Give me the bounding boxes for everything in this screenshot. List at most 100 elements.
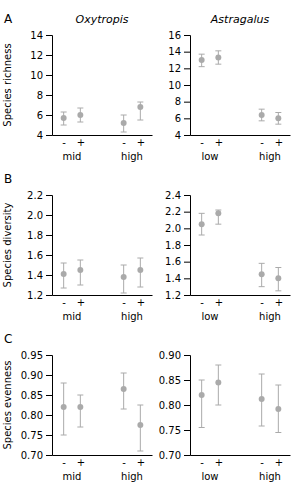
axis-line [191, 455, 291, 456]
error-cap [259, 426, 265, 427]
error-bar [121, 265, 127, 293]
panel-label: A [4, 12, 13, 26]
tick: 1.2 [27, 290, 52, 301]
marks [199, 210, 282, 291]
error-cap [259, 120, 265, 121]
tick-label: 4 [37, 130, 43, 141]
tick-mark [46, 135, 52, 136]
tick: 0.90 [159, 350, 190, 361]
error-cap [137, 258, 143, 259]
error-bar [199, 213, 205, 235]
tick-label: 10 [168, 80, 181, 91]
tick-label: 2.0 [27, 210, 43, 221]
tick-label: - [200, 137, 204, 148]
tick: 14 [30, 30, 52, 41]
tick: 2.4 [165, 190, 190, 201]
tick: 1.4 [165, 273, 190, 284]
error-cap [137, 102, 143, 103]
tick-mark [184, 85, 190, 86]
error-cap [275, 432, 281, 433]
error-bar [77, 108, 83, 122]
tick-label: 0.70 [21, 450, 43, 461]
tick-mark [46, 35, 52, 36]
tick-label: + [215, 297, 223, 308]
tick-mark [46, 435, 52, 436]
tick-label: 0.90 [159, 350, 181, 361]
tick-label: + [275, 297, 283, 308]
tick-mark [184, 430, 190, 431]
error-cap [199, 213, 205, 214]
tick-label: + [215, 457, 223, 468]
tick: + [275, 137, 283, 148]
axis-line [46, 36, 53, 136]
panel-label: B [4, 172, 12, 186]
tick-mark [184, 212, 190, 213]
y-axis: 1.21.41.61.82.02.2 [27, 190, 52, 301]
tick-label: 10 [30, 70, 43, 81]
group-label: high [259, 311, 281, 322]
error-line [140, 405, 141, 451]
tick: - [260, 297, 264, 308]
panel-label: C [4, 332, 12, 346]
tick: 6 [175, 113, 190, 124]
tick: + [215, 297, 223, 308]
axis-line [184, 356, 191, 456]
tick: 12 [30, 50, 52, 61]
tick-mark [46, 295, 52, 296]
point [137, 267, 143, 273]
error-cap [137, 287, 143, 288]
tick: 0.85 [21, 390, 52, 401]
tick: - [122, 297, 126, 308]
tick: - [260, 457, 264, 468]
error-cap [77, 395, 83, 396]
tick-label: 1.6 [165, 256, 181, 267]
point [259, 112, 265, 118]
tick-mark [46, 355, 52, 356]
tick: 12 [168, 63, 190, 74]
error-bar [275, 113, 281, 125]
tick: 8 [37, 90, 52, 101]
error-cap [215, 224, 221, 225]
tick: + [137, 457, 145, 468]
axis-line [191, 135, 291, 136]
point [137, 104, 143, 110]
axis-line [191, 295, 291, 296]
tick-label: 6 [175, 113, 181, 124]
tick-label: - [200, 457, 204, 468]
tick-mark [184, 52, 190, 53]
group-label: low [201, 151, 218, 162]
y-axis: 0.700.750.800.850.900.95 [21, 350, 53, 461]
error-bar [77, 260, 83, 285]
tick-mark [46, 235, 52, 236]
panel: 1.21.41.61.82.02.22.4-+-+lowhigh [165, 190, 290, 322]
tick-mark [184, 68, 190, 69]
tick: 0.75 [21, 430, 52, 441]
tick-label: 2.2 [27, 190, 43, 201]
point [61, 404, 67, 410]
tick-mark [184, 228, 190, 229]
error-cap [259, 374, 265, 375]
error-cap [215, 365, 221, 366]
point [199, 221, 205, 227]
error-cap [77, 285, 83, 286]
tick: + [275, 297, 283, 308]
panel: 468101214-+-+midhighOxytropis [30, 13, 152, 162]
tick-label: 1.4 [27, 270, 43, 281]
marks [61, 373, 144, 451]
error-cap [77, 260, 83, 261]
tick: - [200, 297, 204, 308]
tick-label: 1.6 [27, 250, 43, 261]
tick-mark [184, 278, 190, 279]
error-cap [199, 235, 205, 236]
tick-label: + [275, 457, 283, 468]
marks [199, 51, 282, 124]
tick-mark [46, 75, 52, 76]
tick: 0.70 [159, 450, 190, 461]
error-cap [259, 109, 265, 110]
tick: - [122, 457, 126, 468]
tick: 4 [175, 130, 190, 141]
panel: 46810121416-+-+lowhighAstragalus [168, 13, 290, 162]
error-cap [77, 108, 83, 109]
tick-label: 0.75 [21, 430, 43, 441]
point [77, 267, 83, 273]
